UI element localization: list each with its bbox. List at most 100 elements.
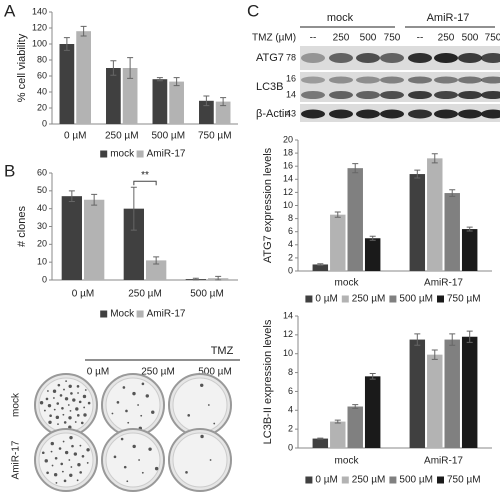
band <box>481 53 500 63</box>
lane-label: 750 <box>485 33 500 44</box>
error-bar <box>369 235 376 241</box>
x-tick-label: 750 µM <box>198 131 232 142</box>
band <box>434 53 458 63</box>
band <box>380 109 404 119</box>
y-tick-label: 20 <box>37 102 47 112</box>
band <box>301 53 325 63</box>
y-tick-label: 2 <box>288 252 293 262</box>
colony <box>86 462 89 464</box>
colony <box>60 462 64 466</box>
colony <box>76 479 79 482</box>
y-tick-label: 50 <box>37 185 47 195</box>
colony <box>79 471 82 474</box>
bar <box>312 264 329 271</box>
y-tick-label: 10 <box>37 257 47 267</box>
blot-row-label: ATG7 <box>256 52 284 64</box>
colony <box>44 459 48 463</box>
y-tick-label: 100 <box>32 38 47 48</box>
bar <box>152 79 168 124</box>
plate-row: AmiR-17 <box>11 440 22 479</box>
bar <box>330 214 346 271</box>
y-tick-label: 8 <box>288 367 293 377</box>
x-tick-label: 500 µM <box>190 289 224 300</box>
colony <box>54 456 58 460</box>
colony <box>57 383 61 387</box>
colony <box>126 480 129 483</box>
error-bar <box>449 333 456 346</box>
colony <box>73 452 78 456</box>
colony <box>59 394 63 397</box>
colony <box>185 471 188 474</box>
error-bar <box>466 330 473 343</box>
band <box>356 53 380 63</box>
colony <box>46 471 49 475</box>
bar <box>364 376 381 448</box>
colony <box>111 412 114 415</box>
legend-swatch <box>305 295 313 303</box>
colony <box>63 479 67 483</box>
colony <box>69 409 72 412</box>
y-tick-label: 20 <box>283 134 293 144</box>
significance-bracket <box>133 180 157 186</box>
lane-label: -- <box>417 33 424 44</box>
bar <box>76 31 91 125</box>
y-tick-label: 30 <box>37 221 47 231</box>
plate-inner <box>172 377 228 433</box>
error-bar <box>63 37 70 51</box>
error-bar <box>317 263 324 266</box>
error-bar <box>449 189 456 197</box>
band <box>380 53 404 63</box>
y-tick-label: 40 <box>37 203 47 213</box>
x-tick-label: 250 µM <box>128 289 162 300</box>
colony <box>141 382 145 386</box>
error-bar <box>431 349 438 360</box>
x-tick-label: 0 µM <box>72 289 94 300</box>
colony <box>141 471 144 474</box>
band <box>329 109 353 119</box>
colony <box>200 434 204 439</box>
colony <box>62 440 65 443</box>
error-bar <box>156 77 163 82</box>
y-tick-label: 0 <box>288 265 293 275</box>
colony <box>53 397 55 399</box>
colony <box>61 406 64 410</box>
y-tick-label: 10 <box>283 200 293 210</box>
error-bar <box>369 373 376 380</box>
colony <box>50 441 54 446</box>
bar <box>123 208 144 280</box>
colony <box>68 416 72 420</box>
bar <box>61 196 82 280</box>
band <box>329 91 353 99</box>
bar <box>199 100 214 124</box>
colony <box>83 413 87 417</box>
colony <box>49 414 52 418</box>
y-tick-label: 80 <box>37 54 47 64</box>
colony <box>148 447 152 451</box>
colony <box>64 450 69 455</box>
blot-row-label: LC3B <box>256 81 284 93</box>
lane-label: 250 <box>438 33 455 44</box>
error-bar <box>173 77 180 87</box>
colony <box>72 398 76 402</box>
bar <box>122 68 138 124</box>
colony <box>71 444 74 448</box>
colony <box>69 435 73 440</box>
error-bar <box>130 186 137 231</box>
x-tick-label: 250 µM <box>105 131 139 142</box>
bar <box>59 44 75 124</box>
colony <box>138 459 140 461</box>
band <box>380 76 404 84</box>
band <box>408 109 432 119</box>
colony <box>50 450 53 453</box>
colony <box>70 392 73 395</box>
legend-swatch <box>136 150 144 158</box>
colony <box>77 392 79 394</box>
colony <box>47 403 52 408</box>
plate-row: mock <box>11 392 22 417</box>
panel-label: C <box>247 1 259 20</box>
legend-label: mock <box>110 149 135 160</box>
blot-group: AmiR-17 <box>427 12 470 24</box>
